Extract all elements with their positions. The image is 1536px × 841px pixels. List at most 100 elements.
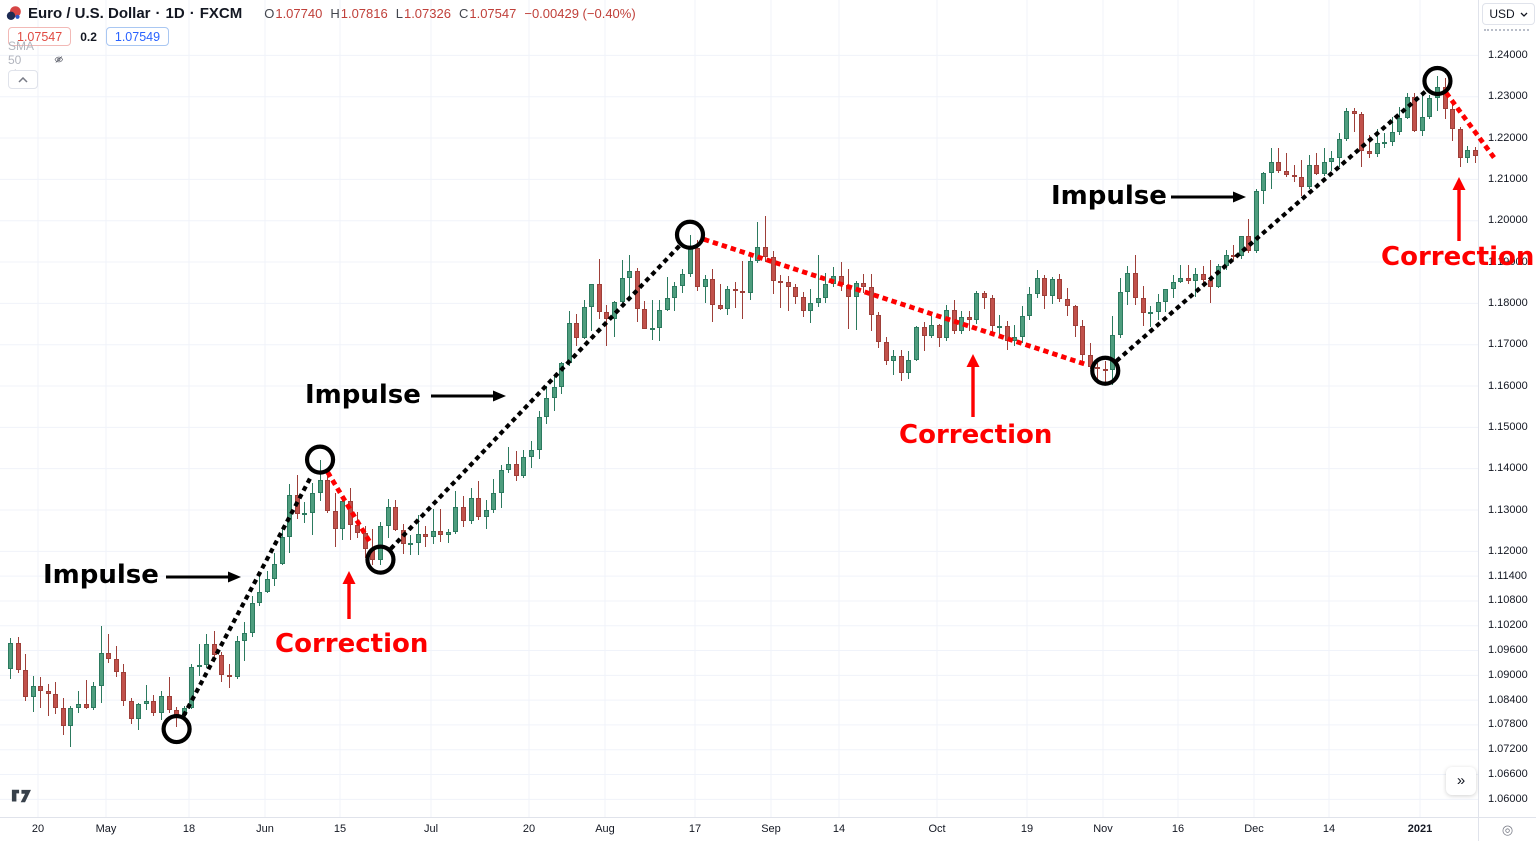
collapse-legend-button[interactable] <box>8 70 38 89</box>
candle-wick <box>47 684 49 716</box>
candle-body <box>242 633 248 642</box>
candle-body <box>91 685 97 708</box>
candle-body <box>1095 366 1101 370</box>
candle-body <box>612 302 617 320</box>
candle-body <box>1034 277 1040 294</box>
candle-body <box>778 281 784 284</box>
candle-body <box>800 297 806 312</box>
candle-body <box>1306 164 1312 188</box>
price-label: 1.10800 <box>1488 594 1528 607</box>
candle-wick <box>198 643 200 676</box>
candle-wick <box>968 310 970 332</box>
candle-body <box>740 290 746 294</box>
candle-body <box>121 672 127 701</box>
candle-body <box>695 248 701 287</box>
candle-body <box>196 665 202 668</box>
candle-body <box>808 302 814 312</box>
candle-body <box>75 704 81 709</box>
price-label: 1.13000 <box>1488 503 1528 516</box>
candle-body <box>1102 369 1108 372</box>
candle-body <box>302 512 308 515</box>
target-icon[interactable]: ◎ <box>1501 821 1514 837</box>
candle-body <box>1412 97 1418 132</box>
candle-body <box>1434 87 1440 99</box>
candle-body <box>627 271 633 278</box>
candle-body <box>936 324 942 339</box>
price-label: 1.07800 <box>1488 718 1528 731</box>
indicator-row[interactable]: SMA 50 close <box>8 39 64 81</box>
candle-body <box>1329 158 1335 163</box>
candle-body <box>1065 299 1070 306</box>
candle-body <box>181 708 187 715</box>
candle-body <box>634 271 640 309</box>
symbol-name[interactable]: Euro / U.S. Dollar <box>28 4 151 22</box>
candle-body <box>1419 116 1425 132</box>
currency-label: USD <box>1489 7 1515 21</box>
candle-body <box>143 700 149 704</box>
price-label: 1.20000 <box>1488 214 1528 227</box>
low-label: L <box>395 5 403 21</box>
time-label: 14 <box>1322 823 1336 835</box>
chevron-down-icon <box>1520 12 1528 17</box>
candle-body <box>332 510 338 529</box>
candle-body <box>430 530 436 538</box>
price-label: 1.09000 <box>1488 668 1528 681</box>
candle-body <box>1012 337 1018 342</box>
sell-button[interactable]: 1.07547 <box>8 27 72 46</box>
candle-body <box>914 327 919 360</box>
exchange: FXCM <box>199 4 243 22</box>
candle-body <box>929 324 935 336</box>
candle-body <box>838 276 844 285</box>
buy-button[interactable]: 1.07549 <box>105 27 170 46</box>
candle-body <box>151 700 157 714</box>
candle-body <box>83 704 89 708</box>
candle-body <box>498 469 504 494</box>
candle-body <box>1185 277 1191 282</box>
candle-body <box>559 362 565 387</box>
candle-body <box>53 693 59 708</box>
eye-off-icon[interactable] <box>54 52 64 67</box>
currency-selector[interactable]: USD <box>1482 3 1535 25</box>
price-label: 1.24000 <box>1488 48 1528 61</box>
candle-body <box>1163 289 1169 302</box>
candle-wick <box>734 281 736 309</box>
time-axis[interactable]: 20 May 18 Jun 15 Jul 20 Aug 17 Sep 14 Oct 19 Nov 16 Dec… <box>0 817 1478 841</box>
candle-body <box>38 685 44 692</box>
candle-body <box>340 500 346 530</box>
candle-body <box>747 260 753 294</box>
candle-body <box>702 279 708 287</box>
candle-body <box>476 497 482 517</box>
candle-body <box>310 493 315 513</box>
timeframe[interactable]: 1D <box>165 4 185 22</box>
candle-wick <box>1014 325 1016 347</box>
candle-body <box>1253 191 1259 251</box>
price-axis[interactable]: USD 1.24000 1.23000 1.22000 1.21000 1.20000 1… <box>1478 0 1536 841</box>
candle-body <box>362 533 368 549</box>
candle-wick <box>85 679 87 710</box>
tradingview-logo[interactable] <box>11 788 34 810</box>
candle-body <box>453 506 459 532</box>
expand-panel-button[interactable]: » <box>1446 767 1476 795</box>
candle-body <box>755 247 761 261</box>
candle-body <box>959 317 965 331</box>
close-label: C <box>458 5 469 21</box>
candle-body <box>1472 150 1478 156</box>
candle-wick <box>70 705 72 747</box>
candle-body <box>1299 177 1305 188</box>
candle-body <box>1465 150 1471 158</box>
candle-body <box>234 641 240 677</box>
candle-body <box>1336 139 1342 159</box>
candle-body <box>128 700 134 719</box>
time-label: Nov <box>1093 823 1113 835</box>
candle-body <box>415 533 421 543</box>
cropped-price-flag <box>1484 29 1529 31</box>
symbol-row[interactable]: Euro / U.S. Dollar · 1D · FXCM O 1.07740 … <box>6 4 636 22</box>
candle-wick <box>1150 306 1152 327</box>
candle-body <box>981 292 987 298</box>
candle-body <box>1117 292 1123 336</box>
candle-body <box>1208 279 1214 287</box>
candle-body <box>45 691 51 694</box>
candle-body <box>317 479 323 494</box>
candle-wick <box>606 304 608 347</box>
